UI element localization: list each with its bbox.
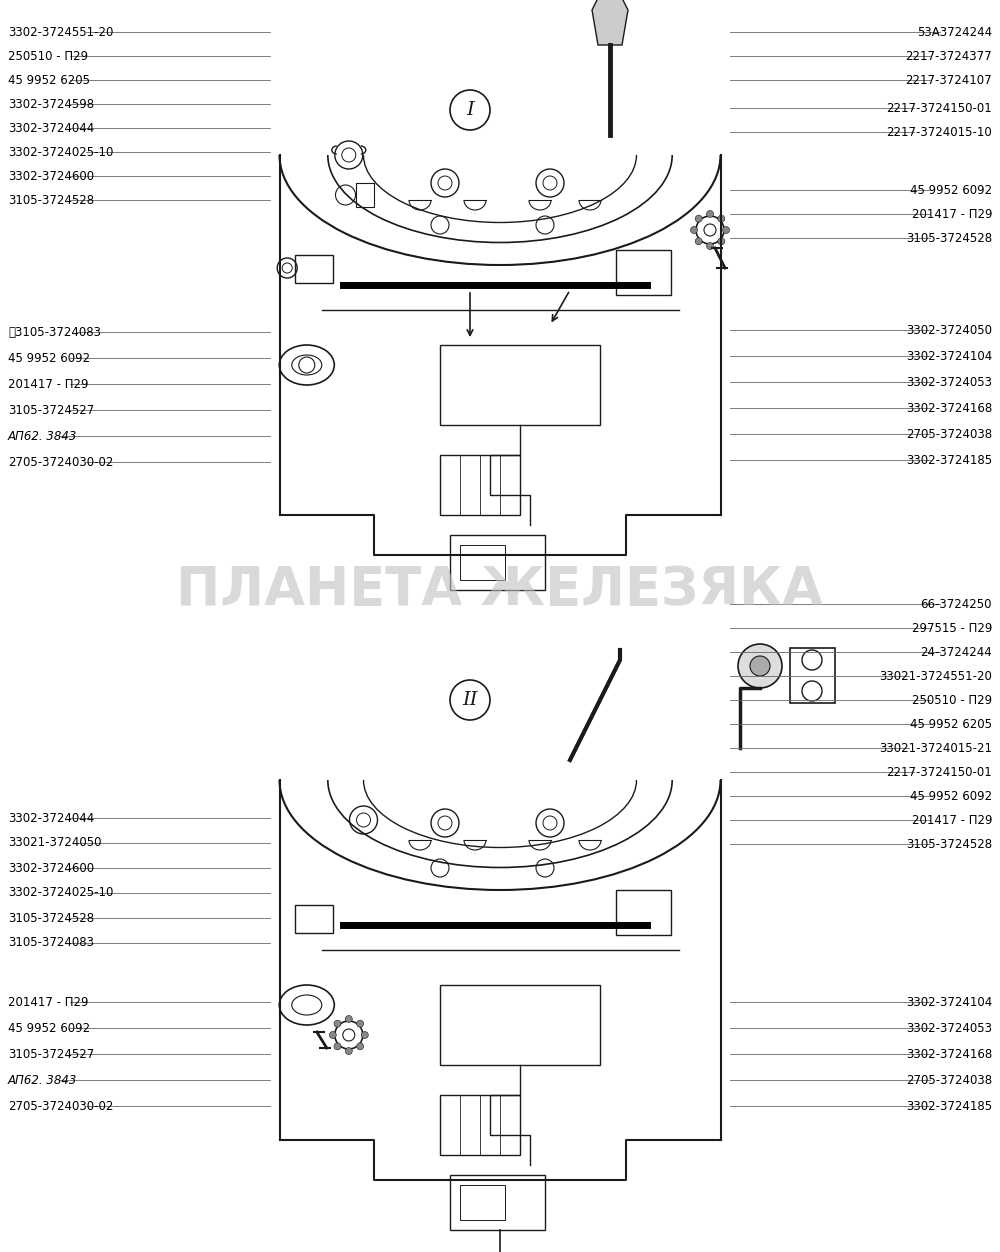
Circle shape [695,238,702,245]
Bar [616,250,670,295]
Circle shape [690,227,698,234]
Text: 2217-3724107: 2217-3724107 [905,74,992,86]
Circle shape [718,238,725,245]
Bar [440,1096,520,1156]
Circle shape [334,1043,341,1050]
Bar [295,255,333,283]
Text: 3302-3724104: 3302-3724104 [906,995,992,1009]
Bar [440,454,520,515]
Circle shape [299,357,315,373]
Circle shape [738,644,782,689]
Text: 3105-3724528: 3105-3724528 [906,838,992,850]
Text: 2705-3724030-02: 2705-3724030-02 [8,456,113,468]
Circle shape [334,1020,341,1027]
Text: 3302-3724168: 3302-3724168 [906,402,992,414]
Bar [450,535,545,590]
Text: 45 9952 6092: 45 9952 6092 [910,790,992,803]
Circle shape [718,215,725,222]
Text: 3302-3724185: 3302-3724185 [906,1099,992,1113]
Text: АП62. 3843: АП62. 3843 [8,429,77,442]
Text: 3302-3724050: 3302-3724050 [906,323,992,337]
Text: I: I [466,101,474,119]
Circle shape [695,215,702,222]
Circle shape [357,1043,364,1050]
Text: 2217-3724150-01: 2217-3724150-01 [886,101,992,114]
Text: 3105-3724083: 3105-3724083 [8,936,94,949]
Bar [616,890,670,935]
Text: 3302-3724053: 3302-3724053 [906,1022,992,1034]
Text: 3302-3724104: 3302-3724104 [906,349,992,363]
Text: 3302-3724168: 3302-3724168 [906,1048,992,1060]
Circle shape [722,227,730,234]
Text: 33021-3724551-20: 33021-3724551-20 [879,670,992,682]
Circle shape [361,1032,368,1038]
Circle shape [706,243,714,249]
Text: 33021-3724050: 33021-3724050 [8,836,102,850]
Bar [790,649,835,704]
Bar [460,545,505,580]
Text: ПЛАНЕТА ЖЕЛЕЗЯКА: ПЛАНЕТА ЖЕЛЕЗЯКА [176,563,824,616]
Bar [450,1174,545,1229]
Text: 201417 - П29: 201417 - П29 [8,995,88,1009]
Text: 3302-3724025-10: 3302-3724025-10 [8,886,113,899]
Text: 3302-3724044: 3302-3724044 [8,811,94,825]
Text: АП62. 3843: АП62. 3843 [8,1073,77,1087]
Text: 3302-3724600: 3302-3724600 [8,169,94,183]
Text: ㄅ3105-3724083: ㄅ3105-3724083 [8,326,101,338]
Text: 201417 - П29: 201417 - П29 [8,378,88,391]
Circle shape [345,1048,352,1054]
Text: 2217-3724015-10: 2217-3724015-10 [886,125,992,139]
Text: 2217-3724150-01: 2217-3724150-01 [886,765,992,779]
Text: 3105-3724528: 3105-3724528 [8,194,94,207]
Text: 3302-3724025-10: 3302-3724025-10 [8,145,113,159]
Text: 3105-3724528: 3105-3724528 [906,232,992,244]
Text: 3302-3724600: 3302-3724600 [8,861,94,874]
Bar [460,1184,505,1219]
Text: 3302-3724598: 3302-3724598 [8,98,94,110]
Text: 2705-3724038: 2705-3724038 [906,1073,992,1087]
Bar [356,183,374,207]
Circle shape [706,210,714,218]
Text: 2705-3724030-02: 2705-3724030-02 [8,1099,113,1113]
Circle shape [329,1032,336,1038]
Text: 2217-3724377: 2217-3724377 [905,50,992,63]
Text: 3302-3724551-20: 3302-3724551-20 [8,25,113,39]
Text: 53А3724244: 53А3724244 [917,25,992,39]
Text: 45 9952 6205: 45 9952 6205 [910,717,992,730]
Circle shape [345,1015,352,1023]
Text: 250510 - П29: 250510 - П29 [8,50,88,63]
Text: 201417 - П29: 201417 - П29 [912,814,992,826]
Text: 45 9952 6092: 45 9952 6092 [8,352,90,364]
Circle shape [357,1020,364,1027]
Text: 66-3724250: 66-3724250 [920,597,992,611]
Text: 201417 - П29: 201417 - П29 [912,208,992,220]
Bar [440,346,600,424]
Text: 3105-3724528: 3105-3724528 [8,911,94,924]
Text: 24-3724244: 24-3724244 [920,646,992,659]
Text: 33021-3724015-21: 33021-3724015-21 [879,741,992,755]
Text: 45 9952 6092: 45 9952 6092 [910,184,992,197]
Bar [440,985,600,1065]
Text: 3302-3724185: 3302-3724185 [906,453,992,467]
Text: 45 9952 6092: 45 9952 6092 [8,1022,90,1034]
Bar [295,905,333,933]
Text: 45 9952 6205: 45 9952 6205 [8,74,90,86]
Polygon shape [592,0,628,45]
Text: 3105-3724527: 3105-3724527 [8,403,94,417]
Text: II: II [462,691,478,709]
Text: 3105-3724527: 3105-3724527 [8,1048,94,1060]
Text: 2705-3724038: 2705-3724038 [906,427,992,441]
Circle shape [750,656,770,676]
Text: 297515 - П29: 297515 - П29 [912,621,992,635]
Text: 3302-3724053: 3302-3724053 [906,376,992,388]
Text: 3302-3724044: 3302-3724044 [8,121,94,134]
Text: 250510 - П29: 250510 - П29 [912,694,992,706]
